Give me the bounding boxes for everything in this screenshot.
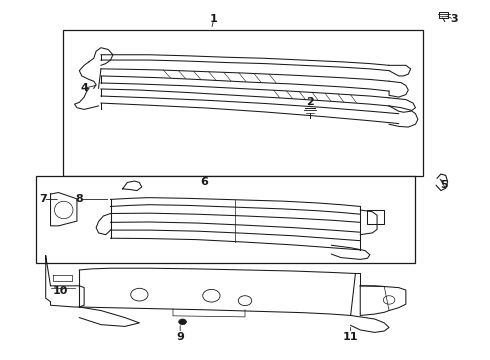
Text: 3: 3: [450, 14, 458, 24]
Text: 10: 10: [52, 286, 68, 296]
Text: 9: 9: [176, 332, 184, 342]
Text: 1: 1: [210, 14, 218, 24]
Ellipse shape: [54, 201, 73, 219]
Text: 11: 11: [343, 332, 358, 342]
Text: 8: 8: [75, 194, 83, 204]
Circle shape: [179, 319, 186, 325]
Bar: [36, 176, 416, 263]
Text: 6: 6: [200, 177, 208, 187]
Text: 2: 2: [306, 98, 314, 107]
Bar: [63, 30, 423, 176]
Text: 4: 4: [80, 83, 88, 93]
Text: 5: 5: [441, 180, 448, 190]
Text: 7: 7: [39, 194, 47, 204]
